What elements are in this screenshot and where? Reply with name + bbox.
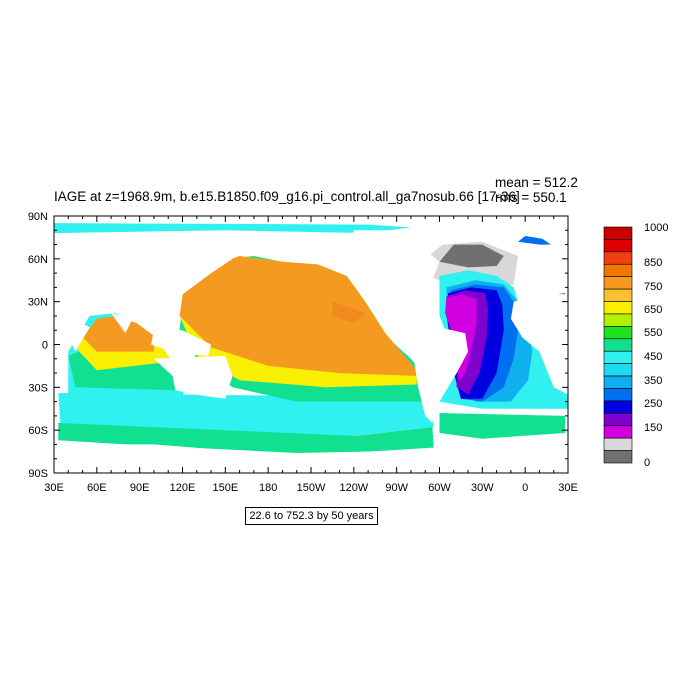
colorbar-swatch bbox=[603, 239, 633, 253]
x-tick-label: 180 bbox=[259, 482, 277, 494]
x-tick-label: 150E bbox=[212, 482, 238, 494]
x-tick-label: 90W bbox=[385, 482, 408, 494]
colorbar-swatch bbox=[603, 425, 633, 439]
colorbar-label: 1000 bbox=[644, 222, 668, 234]
maritime-continent-mask bbox=[151, 330, 212, 356]
x-tick-label: 60E bbox=[87, 482, 107, 494]
colorbar-swatch bbox=[603, 413, 633, 427]
south-america-mask bbox=[413, 327, 469, 423]
colorbar-label: 650 bbox=[644, 304, 662, 316]
arctic-cyan bbox=[54, 223, 411, 234]
contour-range-label: 22.6 to 752.3 by 50 years bbox=[245, 507, 378, 525]
colorbar-swatch bbox=[603, 313, 633, 327]
colorbar-label: 750 bbox=[644, 281, 662, 293]
x-tick-label: 120W bbox=[339, 482, 368, 494]
colorbar-label: 450 bbox=[644, 351, 662, 363]
colorbar-swatch bbox=[603, 375, 633, 389]
y-tick-label: 30N bbox=[28, 297, 48, 309]
x-tick-label: 90E bbox=[130, 482, 150, 494]
colorbar-swatch bbox=[603, 288, 633, 302]
australia-mask bbox=[153, 355, 233, 399]
rms-label: rms = 550.1 bbox=[495, 190, 567, 205]
colorbar-swatch bbox=[603, 251, 633, 265]
colorbar-swatch bbox=[603, 301, 633, 315]
ocean-field bbox=[54, 216, 568, 473]
colorbar-swatch bbox=[603, 400, 633, 414]
pacific-orange bbox=[179, 256, 417, 376]
central-america-mask bbox=[375, 304, 414, 334]
africa-mask bbox=[510, 293, 568, 395]
colorbar-label: 550 bbox=[644, 327, 662, 339]
y-tick-label: 60N bbox=[28, 254, 48, 266]
colorbar: 1000 850 750 650 550 450 350 250 150 0 bbox=[603, 222, 668, 469]
y-tick-label: 60S bbox=[28, 425, 48, 437]
atlantic-south-band bbox=[439, 413, 566, 439]
x-tick-label: 120E bbox=[170, 482, 196, 494]
colorbar-swatch bbox=[603, 388, 633, 402]
pacific-deep-orange bbox=[332, 301, 366, 324]
arabia-mask bbox=[68, 315, 90, 352]
mean-label: mean = 512.2 bbox=[495, 175, 578, 190]
eurasia-mask bbox=[54, 233, 269, 309]
greenland-sea-patch bbox=[518, 236, 551, 245]
north-america-mask bbox=[339, 230, 440, 281]
y-tick-label: 90S bbox=[28, 468, 48, 480]
colorbar-swatch bbox=[603, 263, 633, 277]
colorbar-swatch bbox=[603, 450, 633, 464]
x-tick-label: 30E bbox=[558, 482, 578, 494]
indian-ocean-orange bbox=[82, 315, 154, 352]
colorbar-label: 350 bbox=[644, 375, 662, 387]
colorbar-swatch bbox=[603, 226, 633, 240]
colorbar-swatch bbox=[603, 350, 633, 364]
colorbar-swatch bbox=[603, 363, 633, 377]
axes: 30E 60E 90E 120E 150E 180 150W 120W 90W 60W 30W 0 30… bbox=[28, 211, 578, 494]
colorbar-label: 250 bbox=[644, 398, 662, 410]
x-tick-label: 0 bbox=[522, 482, 528, 494]
x-tick-label: 30W bbox=[471, 482, 494, 494]
colorbar-swatch bbox=[603, 437, 633, 451]
north-atlantic-darkgray bbox=[439, 244, 504, 268]
y-tick-label: 0 bbox=[42, 340, 48, 352]
x-tick-label: 60W bbox=[428, 482, 451, 494]
colorbar-swatch bbox=[603, 276, 633, 290]
colorbar-label: 150 bbox=[644, 422, 662, 434]
colorbar-label: 0 bbox=[644, 457, 650, 469]
antarctica-mask bbox=[54, 444, 568, 473]
plot-title: IAGE at z=1968.9m, b.e15.B1850.f09_g16.p… bbox=[54, 189, 520, 204]
x-tick-label: 30E bbox=[44, 482, 64, 494]
india-mask bbox=[111, 313, 133, 334]
colorbar-swatch bbox=[603, 326, 633, 340]
colorbar-label: 850 bbox=[644, 257, 662, 269]
colorbar-swatch bbox=[603, 338, 633, 352]
y-tick-label: 30S bbox=[28, 382, 48, 394]
x-tick-label: 150W bbox=[297, 482, 326, 494]
y-tick-label: 90N bbox=[28, 211, 48, 223]
